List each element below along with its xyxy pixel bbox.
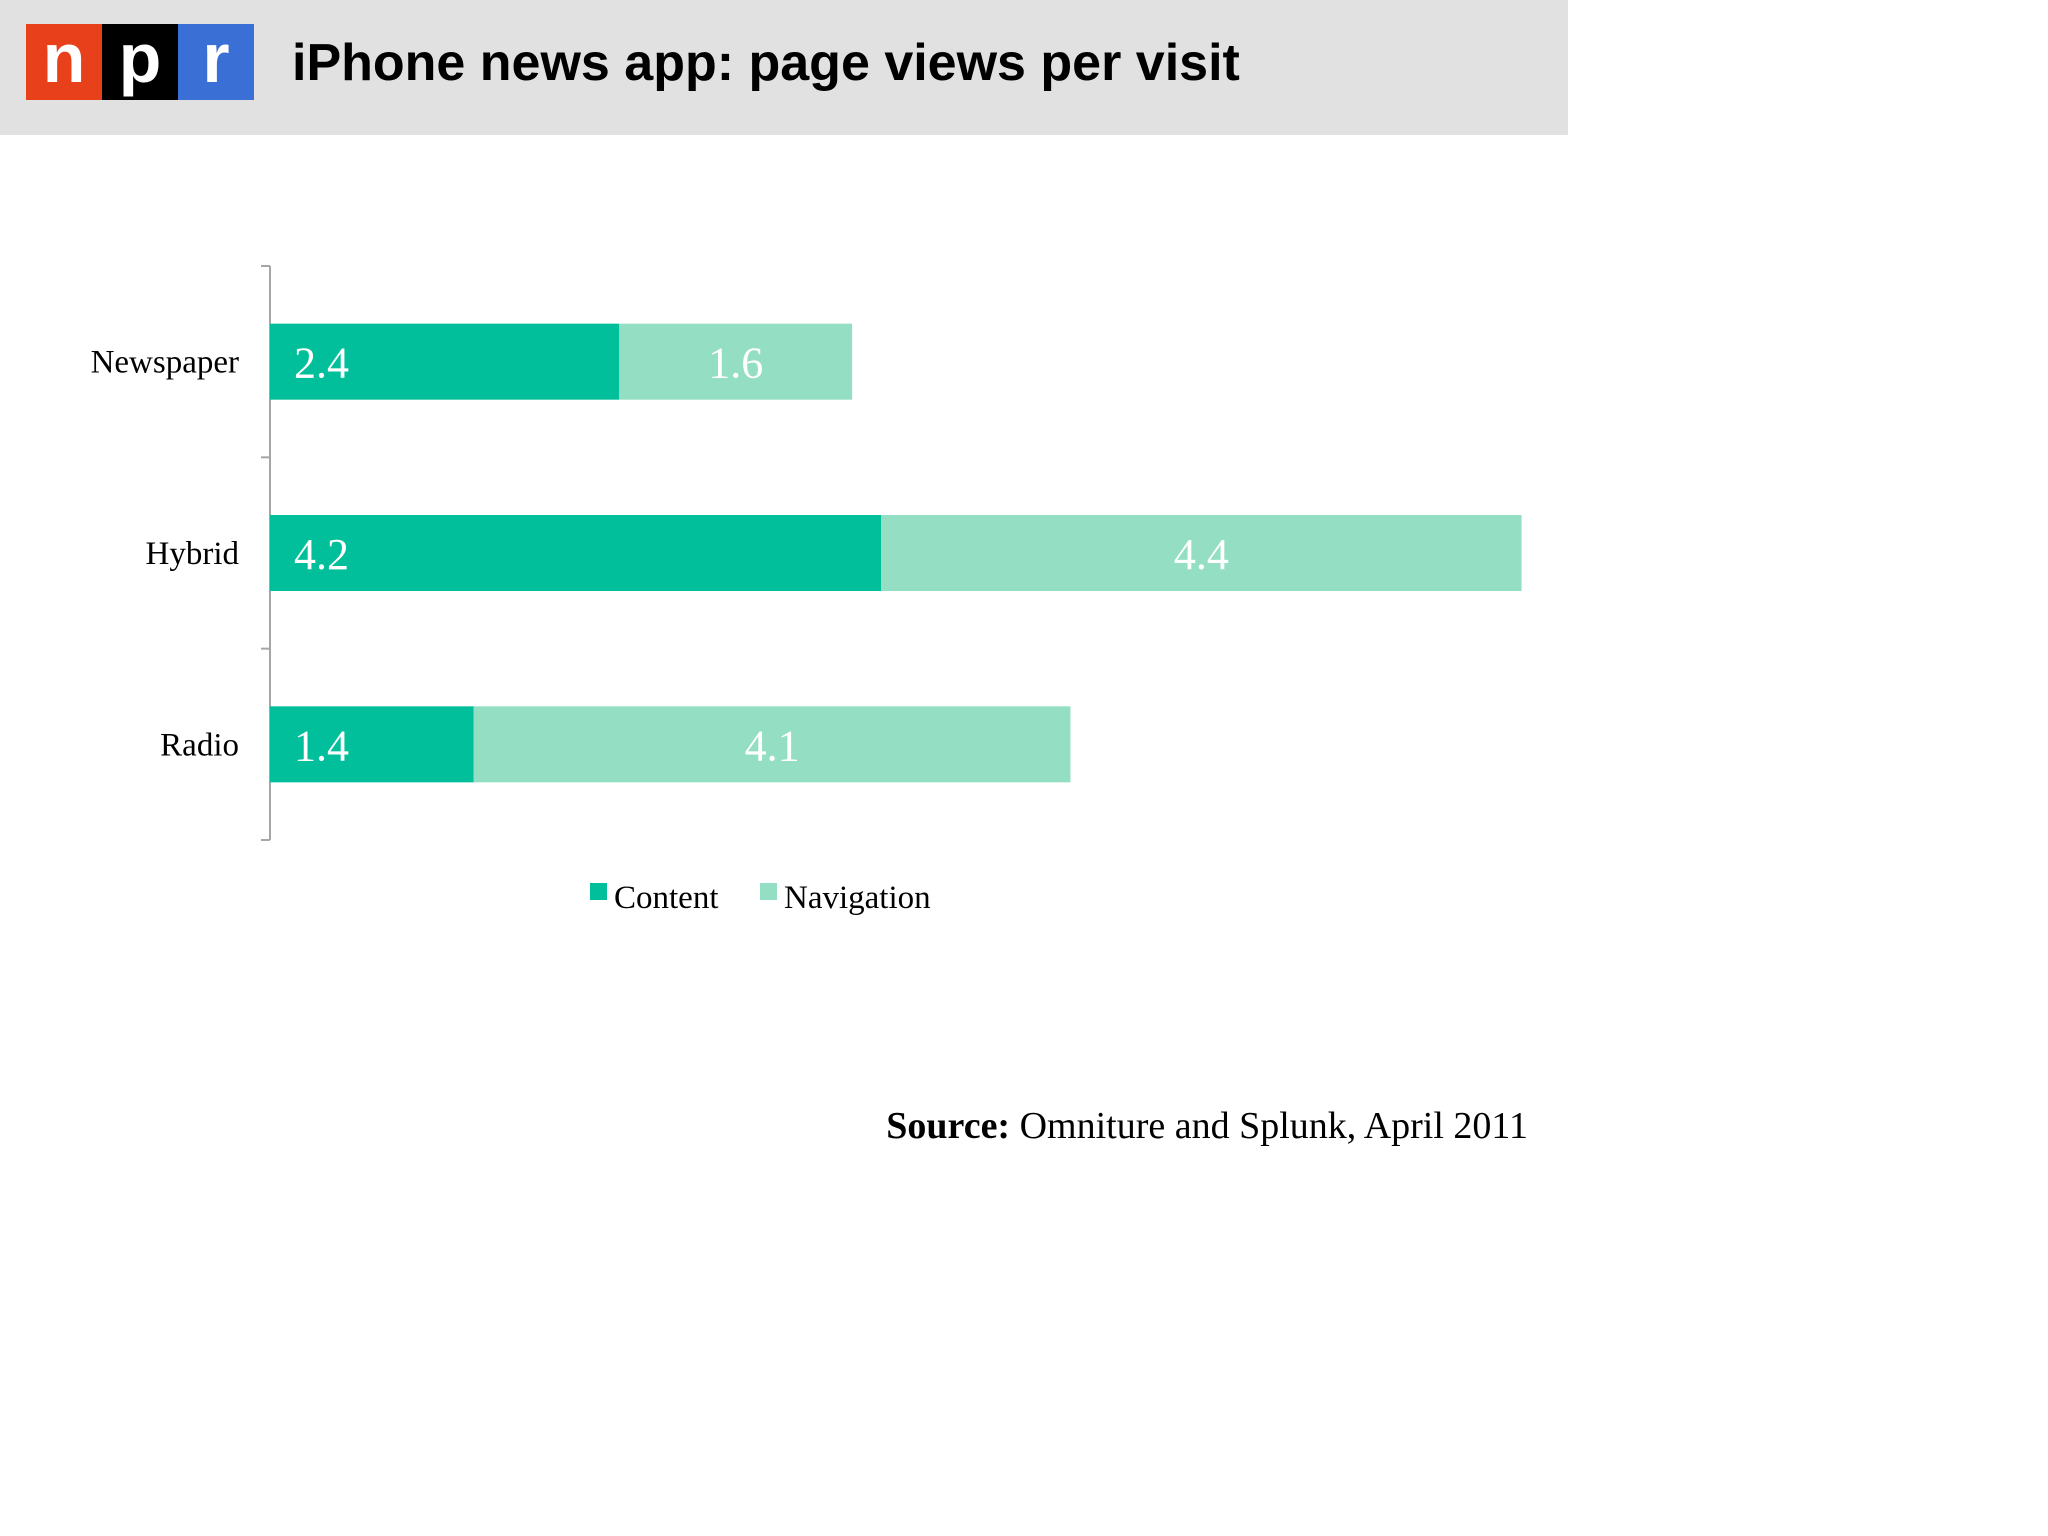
logo-letter-p: p (102, 23, 178, 100)
source-label: Source: (886, 1105, 1011, 1147)
stacked-bar-chart: Newspaper 2.4 1.6 Hybrid 4.2 4.4 Radio 1.4 4.1 Co… (91, 265, 1522, 916)
data-label: 2.4 (294, 339, 349, 388)
bar-navigation (881, 515, 1522, 591)
legend-label-navigation: Navigation (784, 880, 931, 916)
bar-content (270, 706, 474, 783)
page-title: iPhone news app: page views per visit (292, 34, 1240, 92)
data-label: 4.2 (294, 530, 349, 579)
source-text: Omniture and Splunk, April 2011 (1010, 1105, 1528, 1147)
legend-swatch-content (590, 883, 607, 900)
legend-swatch-navigation (760, 883, 777, 900)
bar-navigation (473, 706, 1071, 783)
category-label: Hybrid (146, 536, 240, 572)
legend-label-content: Content (614, 880, 719, 916)
data-label: 4.4 (1174, 530, 1229, 579)
logo-letter-r: r (178, 23, 254, 100)
source-note: Source: Omniture and Splunk, April 2011 (886, 1104, 1528, 1148)
bar-navigation (619, 323, 853, 400)
data-label: 1.6 (708, 339, 763, 388)
data-label: 1.4 (294, 721, 349, 770)
data-label: 4.1 (745, 721, 800, 770)
category-label: Radio (160, 727, 239, 763)
bar-content (270, 323, 620, 400)
bar-content (270, 515, 882, 591)
category-label: Newspaper (91, 345, 239, 381)
logo-letter-n: n (26, 23, 102, 100)
